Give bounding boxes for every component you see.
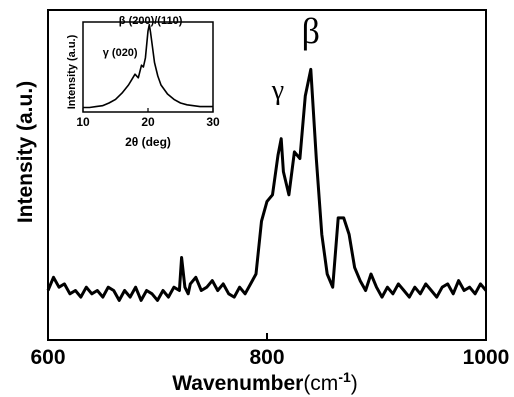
inset-y-axis-title: Intensity (a.u.) [66, 34, 78, 109]
inset-x-tick-label: 10 [76, 115, 90, 129]
main-x-axis-label: Wavenumber [172, 372, 303, 395]
annotation-gamma: γ [271, 75, 284, 106]
main-x-axis-unit-close: ) [351, 372, 358, 395]
main-x-axis-unit-sup: -1 [338, 369, 351, 385]
inset-x-axis-title: 2θ (deg) [125, 135, 171, 149]
main-x-ticks [47, 333, 487, 340]
inset-x-tick-label: 30 [206, 115, 220, 129]
annotation-beta: β [302, 11, 320, 51]
main-x-tick-label: 1000 [463, 346, 510, 369]
main-x-tick-labels: 600 800 1000 [30, 346, 509, 369]
inset-x-tick-label: 20 [141, 115, 155, 129]
main-x-tick-label: 800 [249, 346, 284, 369]
inset-annotation-beta-200-110: β (200)/(110) [119, 15, 183, 27]
inset-x-ticks [82, 108, 214, 112]
inset-annotation-gamma-020: γ (020) [103, 47, 138, 59]
inset-series-line [83, 23, 213, 109]
main-y-axis-title: Intensity (a.u.) [14, 81, 37, 223]
main-x-tick-label: 600 [30, 346, 65, 369]
main-x-axis-title: Wavenumber(cm-1) [172, 369, 358, 395]
main-series-line [46, 67, 488, 302]
inset-x-tick-labels: 10 20 30 [76, 115, 220, 129]
main-x-axis-unit: (cm [303, 372, 338, 395]
